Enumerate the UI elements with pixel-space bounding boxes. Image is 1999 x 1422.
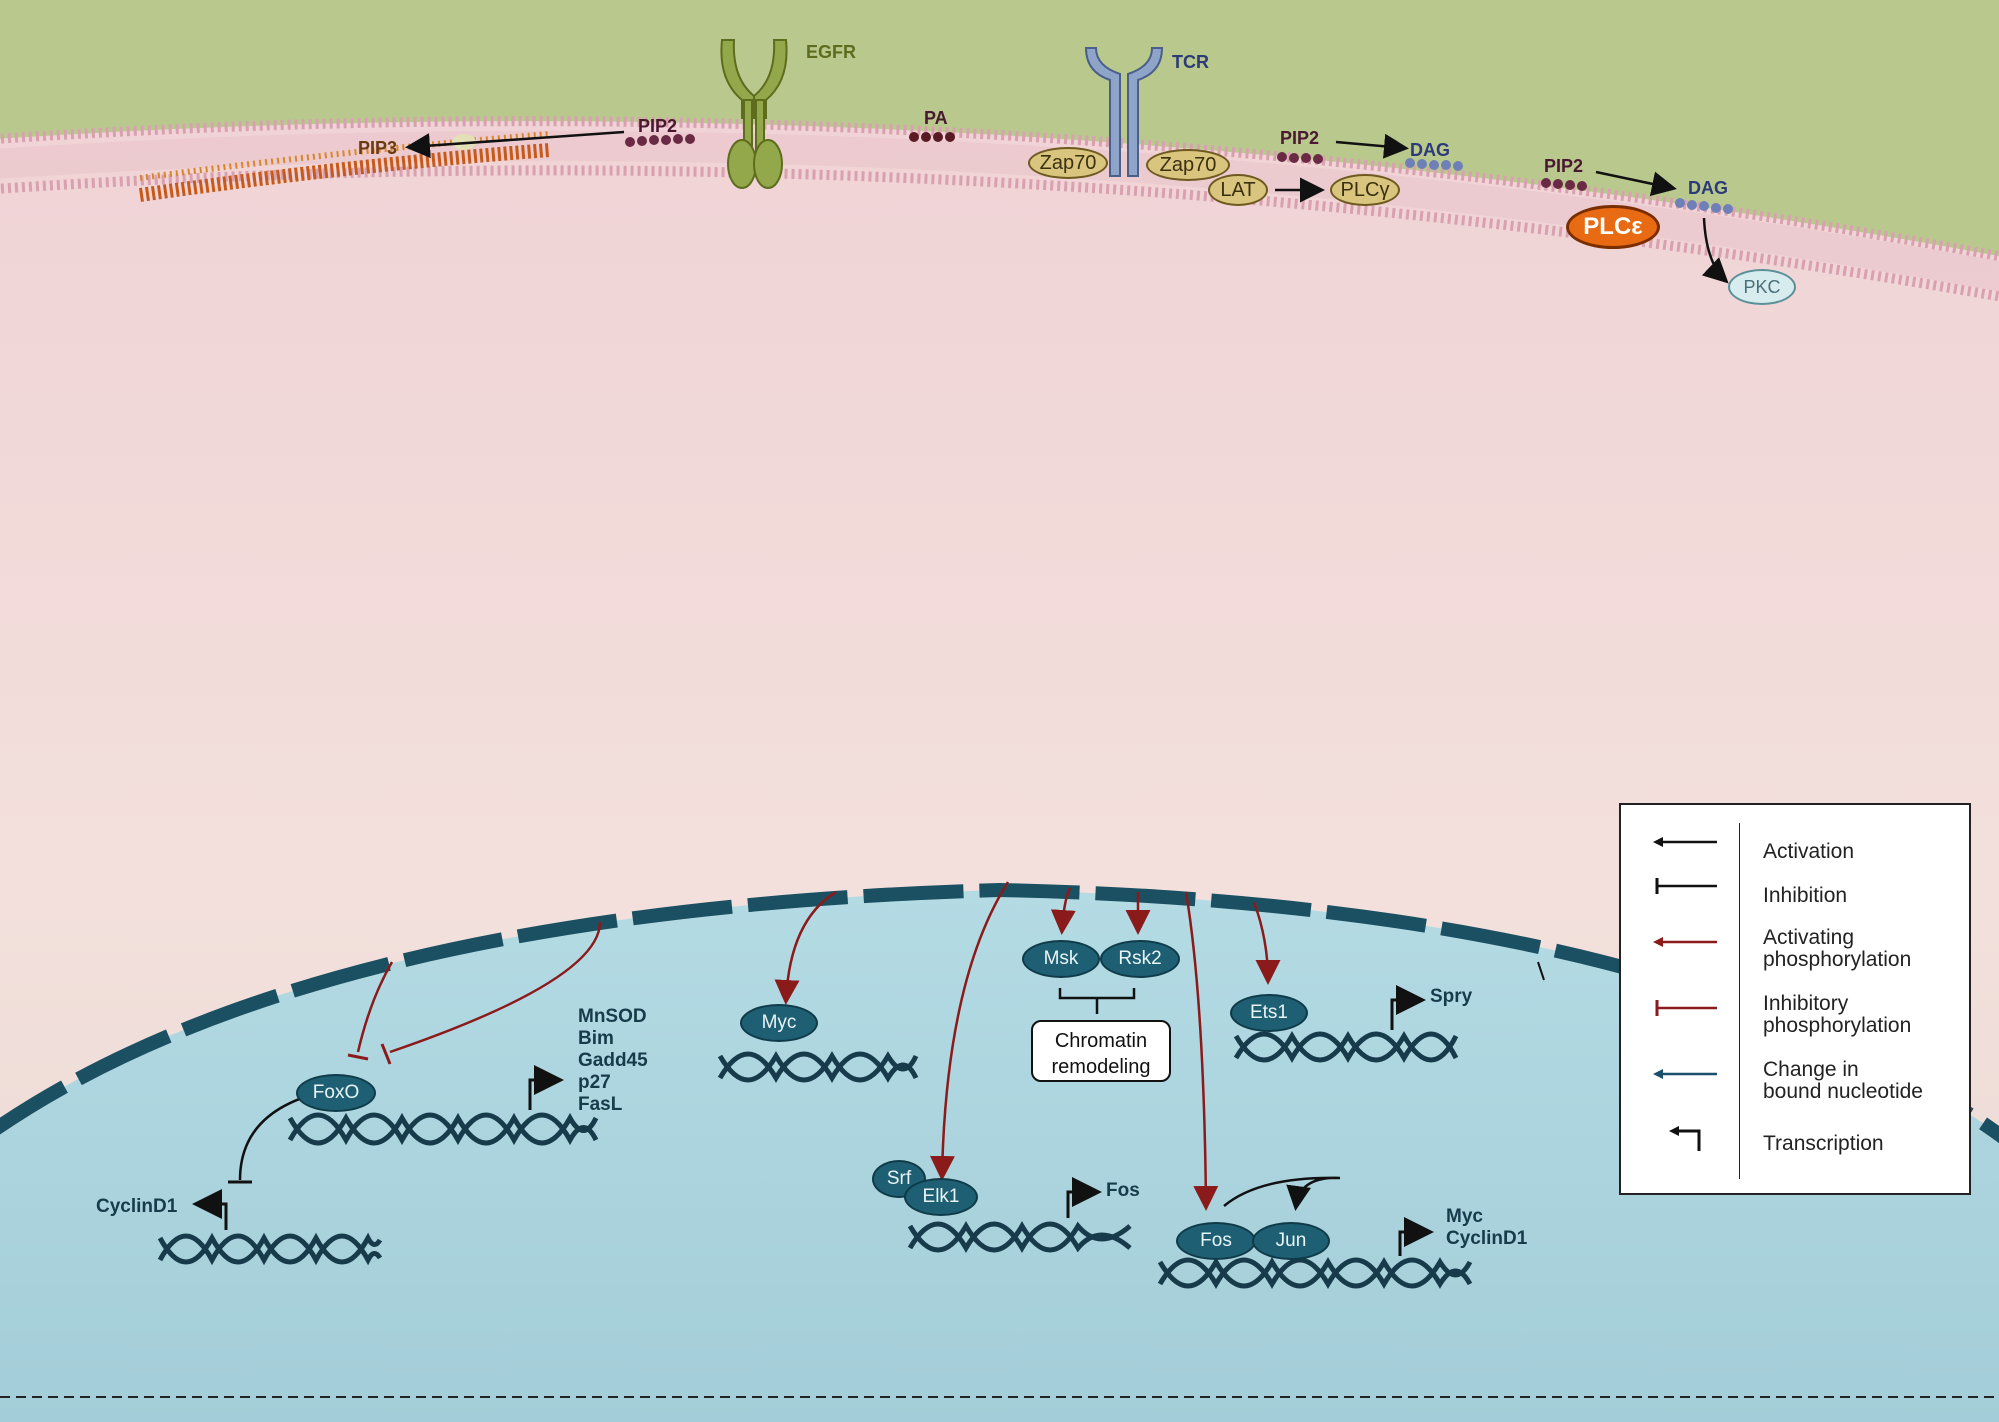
elk1-node: Elk1	[904, 1178, 978, 1216]
chromatin-line-1: Chromatin	[1054, 1030, 1148, 1052]
fos-jun-feedback-arrows	[1223, 1176, 1341, 1206]
transcription-arrows	[192, 985, 1434, 1256]
nucleotide-change-arrow-icon	[1653, 1069, 1717, 1079]
dag-label-plce: DAG	[1688, 178, 1728, 198]
legend-row-inhibition: Inhibition	[1621, 871, 1969, 921]
gene-myc: Myc	[1446, 1206, 1483, 1227]
pip2-to-dag-arrow-plce	[1595, 170, 1677, 197]
nucleoplasm	[0, 890, 1999, 1422]
dna-helix-foxo	[287, 1112, 599, 1146]
lat-node: LAT	[1208, 174, 1268, 206]
pa-lipid-cluster	[909, 132, 955, 142]
pkc-node: PKC	[1728, 269, 1796, 305]
activating-phosphorylation-to-myc	[774, 890, 837, 1005]
legend-row-nucleotide-change: Change in bound nucleotide	[1621, 1059, 1969, 1109]
pip2-label-plce: PIP2	[1544, 156, 1584, 176]
msk-rsk2-to-chromatin-bracket	[1058, 988, 1136, 1014]
pip2-lipid-cluster-plce	[1541, 178, 1587, 191]
dna-helix-myc	[717, 1051, 919, 1083]
activating-phosphorylation-to-fos	[1184, 891, 1219, 1211]
activating-phosphorylation-to-msk	[1050, 887, 1076, 935]
msk-node: Msk	[1022, 940, 1100, 978]
activation-arrow-icon	[1653, 837, 1717, 847]
zap70-left-node: Zap70	[1028, 147, 1108, 179]
plcg-node: PLCγ	[1330, 174, 1400, 206]
gene-p27: p27	[578, 1072, 611, 1093]
gene-cyclind1-b: CyclinD1	[1446, 1228, 1528, 1249]
pip3-lipid-patch	[139, 143, 551, 202]
fos-node: Fos	[1176, 1222, 1256, 1260]
tcr-receptor-icon	[1084, 47, 1164, 177]
chromatin-line-2: remodeling	[1051, 1056, 1151, 1078]
dna-helix-elk1	[907, 1221, 1132, 1253]
plce-node: PLCε	[1566, 205, 1660, 249]
dag-lipid-cluster-plce	[1675, 198, 1733, 214]
ets1-node: Ets1	[1230, 994, 1308, 1032]
foxo-target-genes: MnSOD Bim Gadd45 p27 FasL	[578, 1006, 648, 1116]
dag-lipid-cluster-tcr	[1405, 158, 1463, 171]
jun-node: Jun	[1252, 1222, 1330, 1260]
gene-fasl: FasL	[578, 1094, 623, 1115]
pip2-lipid-cluster-tcr	[1277, 152, 1323, 164]
gene-mnsod: MnSOD	[578, 1006, 647, 1027]
legend-label: Change in bound nucleotide	[1763, 1058, 1923, 1103]
activating-phosphorylation-arrow-icon	[1653, 937, 1717, 947]
inhibitory-phosphorylation-to-foxo-a	[356, 961, 394, 1053]
legend-label: Activation	[1763, 840, 1855, 863]
myc-node: Myc	[740, 1004, 818, 1042]
foxo-node: FoxO	[296, 1074, 376, 1112]
dna-helix-ets1	[1233, 1031, 1459, 1063]
legend-label: Transcription	[1763, 1132, 1884, 1155]
dag-label-tcr: DAG	[1410, 140, 1450, 160]
legend-label: Inhibition	[1763, 884, 1848, 907]
dna-helix-cyclind1	[157, 1232, 383, 1266]
legend-row-activation: Activation	[1621, 827, 1969, 877]
pip2-label: PIP2	[638, 116, 678, 136]
legend-row-inhibitory-phosphorylation: Inhibitory phosphorylation	[1621, 993, 1969, 1043]
dag-to-pkc-arrow	[1701, 217, 1729, 284]
tcr-label: TCR	[1172, 52, 1209, 72]
gene-spry: Spry	[1430, 986, 1473, 1007]
legend-row-activating-phosphorylation: Activating phosphorylation	[1621, 927, 1969, 977]
gene-bim: Bim	[578, 1028, 614, 1049]
pip3-label: PIP3	[358, 138, 398, 158]
gene-cyclind1: CyclinD1	[96, 1196, 178, 1217]
pa-label: PA	[924, 108, 948, 128]
chromatin-remodeling-box: Chromatin remodeling	[1031, 1020, 1171, 1082]
legend-label: Activating phosphorylation	[1763, 926, 1912, 971]
pip2-lipid-cluster	[625, 134, 695, 147]
gene-fos: Fos	[1106, 1180, 1140, 1201]
inhibition-bar-icon	[1655, 878, 1717, 894]
pip2-to-dag-arrow-tcr	[1335, 133, 1409, 159]
legend: Activation Inhibition Activating phospho…	[1619, 803, 1971, 1195]
legend-label: Inhibitory phosphorylation	[1763, 992, 1912, 1037]
egfr-label: EGFR	[806, 42, 857, 62]
nuclear-envelope	[0, 882, 1999, 1144]
activating-phosphorylation-to-ets1	[1252, 901, 1281, 985]
plasma-membrane-outer	[0, 116, 1999, 262]
legend-row-transcription: Transcription	[1621, 1123, 1969, 1173]
inhibitory-phosphorylation-to-foxo-b	[389, 921, 602, 1054]
egfr-receptor-icon	[720, 39, 788, 189]
dna-helix-fos-jun	[1157, 1257, 1473, 1289]
activating-phosphorylation-to-elk1	[929, 881, 1010, 1181]
pip2-to-pip3-arrow	[405, 130, 625, 159]
pip2-label-tcr: PIP2	[1280, 128, 1320, 148]
transcription-arrow-icon	[1669, 1126, 1701, 1151]
zap70-right-node: Zap70	[1146, 149, 1230, 181]
gene-gadd45: Gadd45	[578, 1050, 648, 1071]
rsk2-node: Rsk2	[1100, 940, 1180, 978]
legend-divider	[1739, 823, 1740, 1179]
inhibitory-phosphorylation-bar-icon	[1655, 1000, 1717, 1016]
myc-cyclind1-genes: Myc CyclinD1	[1446, 1206, 1527, 1250]
